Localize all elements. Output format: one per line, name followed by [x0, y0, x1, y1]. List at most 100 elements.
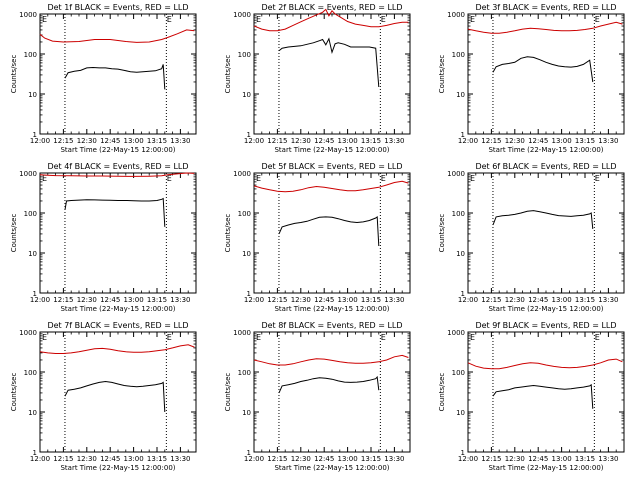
chart-title: Det 7f BLACK = Events, RED = LLD [47, 321, 188, 330]
series-line-lld [253, 354, 409, 366]
x-tick-label: 12:00 [458, 455, 478, 463]
y-axis-label: Counts/sec [438, 373, 446, 412]
chart-title: Det 4f BLACK = Events, RED = LLD [47, 162, 188, 171]
x-tick-label: 13:15 [575, 137, 595, 145]
event-marker-label: E [470, 15, 475, 24]
chart-panel: Det 7f BLACK = Events, RED = LLD 1 10 100 10… [10, 321, 197, 472]
x-tick-label: 13:15 [361, 137, 381, 145]
x-tick-label: 13:30 [170, 455, 190, 463]
y-tick-label: 1000 [233, 329, 251, 337]
x-tick-label: 12:30 [505, 296, 525, 304]
series-line-lld [39, 344, 195, 354]
chart-title: Det 9f BLACK = Events, RED = LLD [475, 321, 616, 330]
series-line-events [492, 210, 594, 229]
event-marker-label: E [381, 174, 386, 183]
x-tick-label: 13:30 [598, 137, 618, 145]
y-tick-label: 10 [456, 91, 465, 99]
chart-panel: Det 1f BLACK = Events, RED = LLD 1 10 100 10… [10, 3, 197, 154]
series-line-events [492, 383, 594, 409]
x-tick-label: 12:00 [458, 296, 478, 304]
chart-title: Det 1f BLACK = Events, RED = LLD [47, 3, 188, 12]
x-tick-label: 13:00 [338, 455, 358, 463]
x-tick-label: 12:00 [30, 296, 50, 304]
y-tick-label: 1 [33, 290, 37, 298]
x-axis-label: Start Time (22-May-15 12:00:00) [488, 146, 603, 154]
event-marker-label: E [42, 15, 47, 24]
x-axis-label: Start Time (22-May-15 12:00:00) [60, 146, 175, 154]
x-tick-label: 13:30 [598, 455, 618, 463]
chart-title: Det 2f BLACK = Events, RED = LLD [261, 3, 402, 12]
y-tick-label: 1 [33, 449, 37, 457]
y-tick-label: 10 [28, 409, 37, 417]
chart-panel: Det 8f BLACK = Events, RED = LLD 1 10 100 10… [224, 321, 411, 472]
y-axis-label: Counts/sec [10, 373, 18, 412]
series-line-lld [253, 8, 409, 32]
x-tick-label: 12:15 [481, 455, 501, 463]
x-tick-label: 12:45 [528, 455, 548, 463]
x-tick-label: 12:45 [528, 137, 548, 145]
x-tick-label: 12:30 [77, 137, 97, 145]
chart-panel: Det 4f BLACK = Events, RED = LLD 1 10 100 10… [10, 162, 197, 313]
x-axis-label: Start Time (22-May-15 12:00:00) [274, 305, 389, 313]
y-tick-label: 1000 [447, 329, 465, 337]
x-tick-label: 13:00 [552, 137, 572, 145]
chart-panel: Det 3f BLACK = Events, RED = LLD 1 10 100 10… [438, 3, 625, 154]
x-tick-label: 13:15 [575, 455, 595, 463]
y-tick-label: 1 [461, 131, 465, 139]
x-axis-label: Start Time (22-May-15 12:00:00) [274, 464, 389, 472]
x-tick-label: 12:00 [458, 137, 478, 145]
event-marker-label: E [256, 333, 261, 342]
x-tick-label: 12:00 [244, 137, 264, 145]
y-axis-label: Counts/sec [438, 55, 446, 94]
series-line-lld [39, 29, 195, 43]
y-tick-label: 1000 [19, 329, 37, 337]
series-line-events [278, 375, 380, 394]
y-tick-label: 100 [238, 369, 251, 377]
y-tick-label: 1000 [447, 11, 465, 19]
x-tick-label: 12:15 [53, 455, 73, 463]
y-tick-label: 1000 [19, 11, 37, 19]
x-tick-label: 12:15 [267, 137, 287, 145]
event-marker-label: E [256, 15, 261, 24]
x-axis-label: Start Time (22-May-15 12:00:00) [274, 146, 389, 154]
event-marker-label: E [470, 174, 475, 183]
event-marker-label: E [256, 174, 261, 183]
x-axis-label: Start Time (22-May-15 12:00:00) [60, 464, 175, 472]
series-line-events [64, 380, 166, 413]
y-axis-label: Counts/sec [224, 55, 232, 94]
x-tick-label: 12:00 [244, 455, 264, 463]
y-tick-label: 100 [24, 210, 37, 218]
x-tick-label: 13:30 [384, 455, 404, 463]
y-tick-label: 1 [461, 290, 465, 298]
x-axis-label: Start Time (22-May-15 12:00:00) [60, 305, 175, 313]
y-tick-label: 100 [238, 51, 251, 59]
x-tick-label: 12:15 [267, 455, 287, 463]
series-line-events [278, 37, 380, 88]
x-tick-label: 12:00 [30, 455, 50, 463]
chart-panel: Det 6f BLACK = Events, RED = LLD 1 10 100 10… [438, 162, 625, 313]
y-tick-label: 1000 [447, 170, 465, 178]
y-tick-label: 10 [242, 91, 251, 99]
x-tick-label: 13:30 [384, 137, 404, 145]
event-marker-label: E [42, 333, 47, 342]
event-marker-label: E [167, 174, 172, 183]
x-tick-label: 12:15 [267, 296, 287, 304]
x-tick-label: 12:30 [291, 137, 311, 145]
x-tick-label: 12:45 [314, 455, 334, 463]
x-tick-label: 12:15 [481, 137, 501, 145]
y-tick-label: 100 [24, 369, 37, 377]
y-axis-label: Counts/sec [224, 373, 232, 412]
y-axis-label: Counts/sec [438, 214, 446, 253]
x-tick-label: 12:15 [53, 137, 73, 145]
series-line-lld [39, 172, 195, 177]
x-tick-label: 12:45 [314, 137, 334, 145]
x-tick-label: 12:15 [481, 296, 501, 304]
x-tick-label: 13:00 [552, 455, 572, 463]
y-tick-label: 1 [461, 449, 465, 457]
chart-panel: Det 2f BLACK = Events, RED = LLD 1 10 100 10… [224, 3, 411, 154]
x-tick-label: 12:00 [30, 137, 50, 145]
x-axis-label: Start Time (22-May-15 12:00:00) [488, 464, 603, 472]
x-tick-label: 12:45 [100, 296, 120, 304]
x-tick-label: 12:30 [291, 455, 311, 463]
